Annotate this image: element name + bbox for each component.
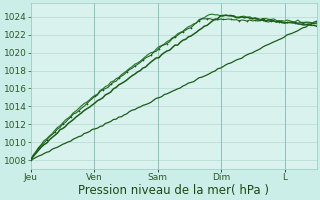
X-axis label: Pression niveau de la mer( hPa ): Pression niveau de la mer( hPa ) bbox=[78, 184, 269, 197]
